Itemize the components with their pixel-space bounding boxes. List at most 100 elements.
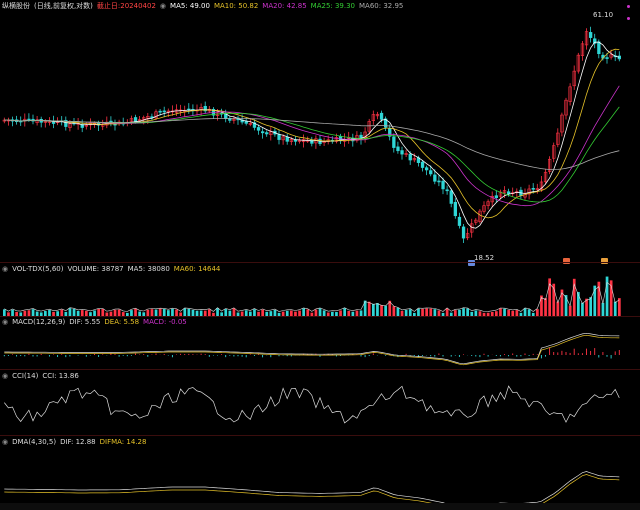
- volume-bar: [142, 312, 146, 316]
- volume-bar: [89, 312, 92, 316]
- candle-body: [375, 113, 380, 117]
- volume-bar: [195, 310, 199, 316]
- candle-body: [543, 171, 548, 183]
- volume-bar: [216, 308, 219, 316]
- pane-divider[interactable]: [0, 262, 640, 263]
- volume-bar: [19, 312, 23, 316]
- volume-bar: [97, 308, 100, 316]
- candle-body: [162, 110, 166, 113]
- candle-body: [392, 136, 396, 148]
- volume-bar: [384, 305, 387, 316]
- volume-bar: [347, 310, 351, 316]
- volume-bar: [93, 310, 96, 316]
- volume-bar: [273, 309, 277, 316]
- ma10-label: MA10: 50.82: [213, 2, 259, 10]
- candle-body: [166, 110, 171, 113]
- volume-bar: [318, 308, 322, 316]
- volume-bar: [392, 306, 396, 316]
- volume-bar: [39, 312, 43, 316]
- volume-bar: [531, 312, 535, 316]
- candle-body: [572, 70, 576, 87]
- volume-bar: [290, 310, 293, 316]
- dma-difma: DIFMA: 14.28: [99, 438, 147, 446]
- cci-legend-icon: ◉: [2, 372, 9, 380]
- cci-header: ◉ CCI(14) CCI: 13.86: [2, 371, 83, 381]
- volume-bar: [191, 309, 195, 316]
- candle-body: [281, 136, 285, 141]
- volume-bar: [72, 308, 76, 316]
- dma-dif: DIF: 12.88: [60, 438, 96, 446]
- candle-body: [547, 158, 552, 172]
- volume-bar: [359, 310, 363, 316]
- volume-bar: [339, 310, 342, 316]
- volume-bar: [568, 305, 572, 316]
- candle-body: [527, 188, 531, 195]
- candle-body: [568, 86, 572, 102]
- candle-body: [64, 119, 68, 127]
- volume-bar: [581, 302, 584, 316]
- ma-legend-icon: ◉: [159, 2, 167, 10]
- volume-bar: [249, 311, 252, 316]
- candle-body: [228, 118, 232, 121]
- volume-bar: [232, 308, 236, 316]
- volume-bar: [507, 310, 510, 316]
- candle-body: [285, 136, 289, 142]
- volume-bar: [105, 312, 109, 316]
- volume-bar: [343, 308, 346, 316]
- candle-body: [43, 121, 48, 123]
- kline-header: 纵横股份 (日线,前复权,对数) 截止日:20240402 ◉ MA5: 49.00 MA…: [2, 1, 407, 11]
- candle-body: [84, 124, 89, 127]
- volume-header: ◉ VOL-TDX(5,60) VOLUME: 38787 MA5: 38080 MA6…: [2, 264, 224, 274]
- candle-body: [441, 180, 445, 190]
- event-marker-icon[interactable]: [468, 260, 475, 266]
- indicator-dot-icon[interactable]: [627, 17, 630, 20]
- candle-body: [355, 135, 359, 141]
- volume-bar: [302, 308, 305, 316]
- event-marker-icon[interactable]: [601, 258, 608, 264]
- candle-body: [297, 140, 302, 142]
- volume-bar: [80, 310, 84, 316]
- volume-bar: [146, 309, 150, 316]
- volume-bar: [515, 310, 519, 316]
- volume-bar: [326, 312, 330, 316]
- volume-bar: [121, 312, 125, 316]
- indicator-dot-icon[interactable]: [627, 5, 630, 8]
- volume-bar: [441, 312, 445, 316]
- volume-bar: [27, 310, 31, 316]
- volume-bar: [134, 308, 137, 316]
- candle-body: [277, 134, 281, 140]
- volume-bar: [261, 309, 264, 316]
- candle-body: [617, 55, 622, 60]
- volume-bar: [269, 311, 273, 316]
- volume-bar: [158, 308, 162, 316]
- candle-body: [605, 57, 609, 59]
- macd-pane: [3, 332, 620, 366]
- volume-bar: [15, 311, 18, 316]
- volume-bar: [187, 308, 191, 316]
- cci-pane: [4, 385, 620, 424]
- volume-bar: [171, 308, 174, 316]
- date-axis-bar[interactable]: [0, 503, 640, 510]
- volume-bar: [548, 278, 551, 316]
- candle-body: [310, 139, 314, 144]
- volume-bar: [499, 308, 502, 316]
- macd-value: MACD: -0.05: [143, 318, 187, 326]
- volume-bar: [404, 309, 408, 316]
- volume-bar: [536, 309, 539, 316]
- volume-bar: [544, 298, 547, 316]
- candle-body: [404, 153, 408, 155]
- volume-bar: [363, 300, 367, 316]
- volume-bar: [11, 309, 14, 316]
- volume-bar: [376, 303, 379, 316]
- candle-body: [400, 150, 404, 155]
- event-marker-icon[interactable]: [563, 258, 570, 264]
- volume-bar: [408, 309, 412, 316]
- pane-divider[interactable]: [0, 369, 640, 370]
- pane-divider[interactable]: [0, 316, 640, 317]
- volume-bar: [560, 289, 564, 316]
- candle-body: [35, 119, 39, 123]
- volume-bar: [613, 301, 617, 316]
- volume-bar: [425, 308, 428, 316]
- pane-divider[interactable]: [0, 435, 640, 436]
